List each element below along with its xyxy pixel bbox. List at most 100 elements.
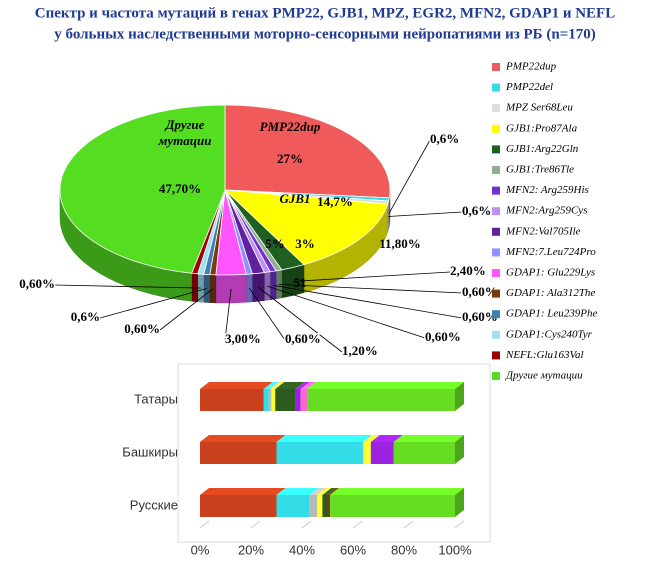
y-tick-label: Татары bbox=[134, 391, 178, 406]
value-label: 3,00% bbox=[225, 331, 261, 346]
grid-line bbox=[454, 520, 465, 529]
legend-label: PMP22del bbox=[505, 81, 553, 93]
bar-segment bbox=[393, 442, 455, 464]
annotation: PMP22dup bbox=[260, 119, 321, 134]
leader-line bbox=[54, 284, 201, 289]
x-tick-label: 80% bbox=[391, 542, 417, 557]
bar-frame bbox=[177, 363, 491, 543]
bar-segment bbox=[268, 389, 272, 411]
legend-swatch bbox=[492, 124, 500, 133]
pie-slice bbox=[224, 104, 391, 199]
legend-swatch bbox=[492, 269, 500, 277]
annotation: 11,80% bbox=[379, 236, 421, 251]
legend-label: MFN2:7.Leu724Pro bbox=[505, 246, 596, 258]
legend-label: PMP22dup bbox=[505, 61, 557, 73]
bar-segment bbox=[271, 389, 276, 411]
value-label: 0,6% bbox=[462, 203, 491, 218]
bar-segment bbox=[263, 389, 269, 411]
legend-label: NEFL:Glu163Val bbox=[505, 349, 584, 361]
legend-label: MFN2:Val705Ile bbox=[505, 225, 581, 237]
pie-slice-side bbox=[264, 271, 271, 301]
legend-label: GJB1:Tre86Tle bbox=[506, 164, 574, 176]
legend-label: MPZ Ser68Leu bbox=[505, 102, 573, 114]
annotation: мутации bbox=[158, 133, 212, 148]
annotation: 3% bbox=[295, 236, 315, 251]
legend-swatch bbox=[492, 227, 500, 236]
legend-label: MFN2: Arg259His bbox=[505, 184, 589, 196]
bar-segment bbox=[200, 495, 277, 517]
x-tick-label: 40% bbox=[289, 542, 315, 557]
leader-line bbox=[388, 211, 463, 217]
pie-slice bbox=[223, 189, 389, 266]
legend-label: GDAP1:Cys240Tyr bbox=[506, 328, 593, 340]
value-label: 2,40% bbox=[450, 263, 486, 278]
leader-line bbox=[267, 285, 426, 339]
y-tick-label: Русские bbox=[130, 497, 178, 512]
bar-segment bbox=[307, 389, 455, 411]
bar-segment-top bbox=[276, 488, 319, 495]
chart-subtitle: у больных наследственными моторно-сенсор… bbox=[54, 26, 595, 42]
grid-line bbox=[352, 520, 363, 529]
legend-swatch bbox=[492, 372, 500, 380]
x-tick-label: 0% bbox=[191, 542, 210, 557]
bar-segment-top bbox=[307, 382, 464, 389]
annotation: GJB1 bbox=[279, 191, 310, 206]
x-tick-label: 100% bbox=[438, 542, 472, 557]
value-label: 0,60% bbox=[462, 309, 498, 324]
bar-segment bbox=[317, 495, 323, 517]
grid-line bbox=[403, 520, 414, 529]
bar-segment-side bbox=[455, 435, 464, 464]
bar-segment-top bbox=[393, 435, 464, 442]
bar-segment bbox=[330, 495, 455, 517]
bar-segment bbox=[363, 442, 371, 464]
legend-swatch bbox=[492, 351, 500, 360]
grid-line bbox=[250, 520, 261, 529]
legend-label: MFN2:Arg259Cys bbox=[505, 205, 587, 217]
bar-segment-top bbox=[322, 488, 337, 495]
bar-segment-top bbox=[200, 488, 286, 495]
value-label: 0,60% bbox=[19, 276, 55, 291]
leader-line bbox=[224, 288, 232, 341]
value-label: 47,70% bbox=[159, 181, 201, 196]
legend-label: GDAP1: Glu229Lys bbox=[506, 267, 595, 279]
bar-segment bbox=[322, 495, 328, 517]
bar-segment-top bbox=[330, 488, 464, 495]
bar-segment bbox=[300, 389, 308, 411]
leader-line bbox=[278, 283, 463, 294]
leader-line bbox=[159, 288, 214, 331]
leader-line bbox=[388, 139, 431, 214]
bar-segment-top bbox=[327, 488, 340, 495]
bar-segment bbox=[295, 389, 301, 411]
bar-segment-top bbox=[276, 435, 373, 442]
legend-swatch bbox=[492, 166, 500, 174]
legend-swatch bbox=[492, 186, 500, 195]
annotation: Другие bbox=[165, 117, 205, 132]
value-label: 0,6% bbox=[430, 131, 459, 146]
value-label: 0,60% bbox=[462, 284, 498, 299]
leader-line bbox=[258, 286, 343, 353]
y-tick-label: Башкиры bbox=[122, 444, 178, 459]
pie-slice-side bbox=[209, 274, 217, 304]
bar-segment bbox=[309, 495, 318, 517]
bar-segment-top bbox=[300, 382, 317, 389]
legend-swatch bbox=[492, 63, 500, 71]
value-label: 0,60% bbox=[285, 331, 321, 346]
bar-segment-top bbox=[363, 435, 380, 442]
legend-swatch bbox=[492, 145, 500, 154]
value-label: 14,7% bbox=[317, 194, 353, 209]
pie-slice-side bbox=[246, 273, 253, 303]
bar-segment-top bbox=[309, 488, 327, 495]
annotation: 5% bbox=[265, 236, 285, 251]
leader-line bbox=[248, 287, 286, 341]
value-label: 1,20% bbox=[342, 343, 378, 358]
value-label: 0,60% bbox=[124, 321, 160, 336]
leader-line bbox=[293, 271, 451, 282]
legend-swatch bbox=[492, 207, 500, 216]
x-tick-label: 60% bbox=[340, 542, 366, 557]
bar-segment bbox=[370, 442, 394, 464]
legend-swatch bbox=[492, 289, 500, 298]
pie-slice-side bbox=[215, 274, 247, 304]
leader-line bbox=[99, 288, 207, 319]
value-label: 27% bbox=[277, 151, 303, 166]
